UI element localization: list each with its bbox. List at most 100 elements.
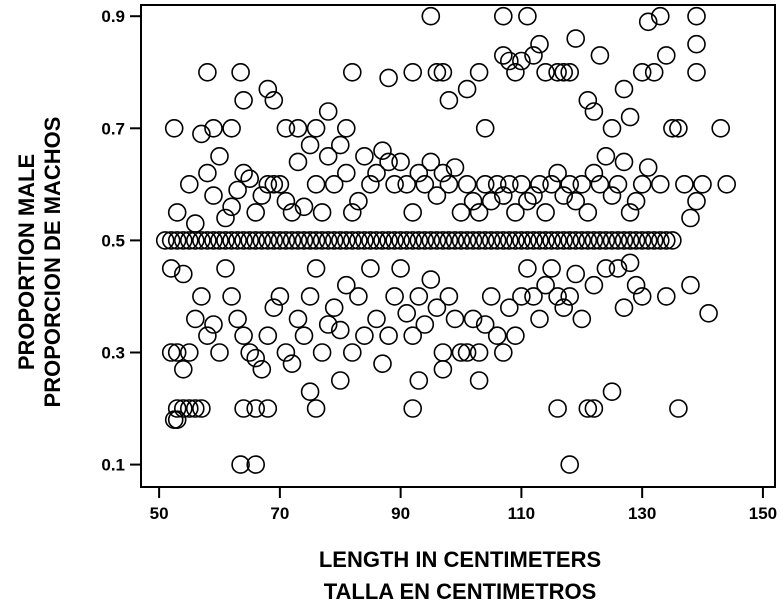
data-point (397, 175, 417, 194)
data-point (493, 231, 513, 250)
data-point (210, 343, 229, 362)
data-point (373, 354, 392, 374)
data-point (312, 343, 332, 362)
data-point (506, 203, 525, 222)
data-point (198, 231, 217, 250)
data-point (167, 231, 187, 250)
data-point (506, 231, 525, 250)
y-tick-label: 0.1 (101, 456, 125, 475)
data-point (512, 51, 531, 71)
data-point (379, 152, 398, 172)
data-point (638, 158, 658, 177)
data-point (554, 298, 574, 318)
data-point (367, 309, 386, 329)
data-point (330, 320, 350, 340)
data-point (650, 6, 670, 26)
data-point (409, 371, 429, 390)
data-point (566, 29, 586, 48)
data-point (626, 231, 646, 250)
data-point (560, 287, 580, 306)
y-axis-title: PROPORTION MALE PROPORCION DE MACHOS (0, 0, 80, 510)
data-point (342, 203, 362, 222)
data-point (644, 231, 664, 250)
data-point (632, 287, 652, 306)
data-point (397, 303, 417, 323)
data-point (367, 163, 386, 183)
plot-frame (140, 4, 776, 488)
data-point (216, 208, 235, 228)
data-point (391, 152, 410, 172)
data-point (167, 410, 187, 430)
data-point (234, 231, 253, 250)
data-point (524, 231, 543, 250)
data-point (457, 343, 477, 362)
data-point (469, 231, 489, 250)
data-point (391, 231, 410, 250)
data-point (590, 231, 610, 250)
data-point (282, 203, 302, 222)
data-point (330, 135, 350, 155)
data-point (548, 63, 567, 82)
data-point (222, 287, 241, 306)
x-tick-label: 150 (749, 504, 777, 523)
data-point (475, 175, 495, 194)
data-point (210, 231, 229, 250)
data-point (427, 186, 447, 205)
data-point (403, 63, 423, 82)
data-point (300, 135, 320, 155)
data-point (306, 399, 326, 418)
data-point (596, 231, 616, 250)
data-point (306, 119, 326, 138)
data-point (246, 348, 265, 368)
y-tick-label: 0.7 (101, 119, 125, 138)
data-point (632, 231, 652, 250)
data-point (469, 203, 489, 222)
data-point (421, 152, 441, 172)
data-point (493, 343, 513, 362)
data-point (288, 152, 308, 172)
data-point (318, 102, 338, 121)
data-point (246, 455, 265, 474)
data-point (174, 359, 193, 379)
data-point (518, 231, 537, 250)
data-point (590, 175, 610, 194)
data-point (439, 175, 459, 194)
data-point (554, 231, 574, 250)
data-point (542, 231, 561, 250)
data-point (336, 231, 356, 250)
data-point (421, 270, 441, 289)
data-point (204, 315, 223, 334)
data-point (675, 175, 694, 194)
data-point (264, 298, 284, 318)
data-point (330, 371, 350, 390)
data-point (475, 231, 495, 250)
data-point (161, 231, 181, 250)
data-point (167, 399, 187, 418)
data-point (614, 79, 634, 99)
data-point (318, 147, 338, 166)
data-point (463, 191, 483, 211)
data-point (294, 231, 314, 250)
data-point (361, 231, 380, 250)
data-point (638, 12, 658, 32)
data-point (258, 79, 278, 99)
data-point (415, 175, 435, 194)
data-point (349, 231, 368, 250)
data-point (499, 51, 519, 71)
data-point (578, 231, 598, 250)
data-point (164, 119, 184, 138)
data-point (161, 343, 181, 362)
data-point (608, 259, 628, 278)
data-point (487, 175, 507, 194)
y-tick-label: 0.5 (101, 231, 125, 250)
data-point (276, 343, 296, 362)
data-point (530, 175, 549, 194)
data-point (614, 298, 634, 318)
data-point (403, 326, 423, 346)
data-point (222, 197, 241, 217)
data-point (626, 275, 646, 295)
data-point (457, 231, 477, 250)
data-point (566, 231, 586, 250)
data-point (409, 231, 429, 250)
data-point (620, 107, 640, 127)
